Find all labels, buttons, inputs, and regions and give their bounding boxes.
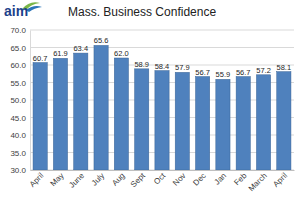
y-tick-label: 35.0 bbox=[10, 149, 26, 158]
logo-swoosh bbox=[26, 6, 42, 12]
bar bbox=[114, 58, 128, 170]
chart-title: Mass. Business Confidence bbox=[68, 5, 216, 19]
data-label: 60.7 bbox=[33, 54, 48, 63]
x-tick: Feb bbox=[232, 171, 249, 188]
y-tick: 55.0 bbox=[10, 79, 30, 88]
grid bbox=[30, 30, 294, 170]
x-tick-label: Jan bbox=[213, 171, 228, 186]
x-tick-label: Oct bbox=[152, 171, 168, 187]
data-label: 56.7 bbox=[236, 68, 251, 77]
logo-text: aim bbox=[4, 3, 28, 19]
x-tick-label: Aug bbox=[110, 171, 126, 187]
y-tick-label: 40.0 bbox=[10, 131, 26, 140]
bar bbox=[155, 71, 169, 170]
x-tick: June bbox=[67, 171, 86, 190]
data-label: 55.9 bbox=[216, 70, 231, 79]
bars bbox=[33, 45, 291, 170]
y-tick-label: 45.0 bbox=[10, 114, 26, 123]
x-tick-label: April bbox=[28, 171, 46, 189]
data-label: 65.6 bbox=[94, 36, 109, 45]
data-label: 57.2 bbox=[256, 66, 271, 75]
y-tick: 40.0 bbox=[10, 131, 30, 140]
y-tick: 50.0 bbox=[10, 96, 30, 105]
data-label: 58.1 bbox=[277, 63, 292, 72]
y-tick: 60.0 bbox=[10, 61, 30, 70]
data-label: 56.7 bbox=[195, 68, 210, 77]
x-tick: Jan bbox=[213, 171, 228, 186]
x-tick-label: March bbox=[247, 171, 269, 193]
x-tick: April bbox=[271, 171, 289, 189]
y-tick: 45.0 bbox=[10, 114, 30, 123]
x-axis-line bbox=[31, 170, 295, 171]
logo: aim bbox=[4, 2, 42, 19]
bar bbox=[135, 69, 149, 170]
x-tick-label: July bbox=[90, 171, 106, 187]
bar bbox=[94, 45, 108, 170]
y-axis: 30.0 35.0 40.0 45.0 50.0 55.0 60.0 65.0 70.0 bbox=[10, 26, 30, 175]
data-label: 62.0 bbox=[114, 49, 129, 58]
bar bbox=[236, 77, 250, 170]
chart: aim Mass. Business Confidence 30.0 35.0 40.0… bbox=[0, 0, 300, 202]
y-tick: 30.0 bbox=[10, 166, 30, 175]
data-label: 58.9 bbox=[134, 60, 149, 69]
bar bbox=[256, 75, 270, 170]
y-tick-label: 55.0 bbox=[10, 79, 26, 88]
x-tick-label: April bbox=[271, 171, 289, 189]
x-tick-label: May bbox=[49, 171, 66, 188]
y-tick-label: 70.0 bbox=[10, 26, 26, 35]
y-tick-label: 50.0 bbox=[10, 96, 26, 105]
x-tick: Sept bbox=[129, 171, 148, 190]
data-label: 63.4 bbox=[73, 44, 88, 53]
x-tick: Aug bbox=[110, 171, 126, 187]
bar bbox=[196, 77, 210, 170]
y-tick-label: 30.0 bbox=[10, 166, 26, 175]
y-tick: 35.0 bbox=[10, 149, 30, 158]
data-labels: 60.7 61.9 63.4 65.6 62.0 58.9 58.4 57.9 56.7 55.9… bbox=[33, 36, 291, 79]
grid-line bbox=[30, 30, 294, 31]
grid-line bbox=[30, 47, 294, 48]
bar bbox=[53, 58, 67, 170]
y-tick-label: 60.0 bbox=[10, 61, 26, 70]
x-tick: May bbox=[49, 171, 66, 188]
data-label: 58.4 bbox=[155, 62, 170, 71]
bar bbox=[175, 72, 189, 170]
x-tick-label: Dec bbox=[191, 171, 207, 187]
x-tick: Dec bbox=[191, 171, 207, 187]
x-tick-label: Sept bbox=[129, 171, 148, 190]
x-tick-label: June bbox=[67, 171, 86, 190]
x-axis: AprilMayJuneJulyAugSeptOctNovDecJanFebMa… bbox=[28, 171, 295, 194]
x-tick: Nov bbox=[171, 171, 187, 187]
x-tick-label: Nov bbox=[171, 171, 187, 187]
x-tick-label: Feb bbox=[232, 171, 249, 188]
x-tick: March bbox=[247, 171, 269, 193]
bar bbox=[33, 63, 47, 170]
y-tick: 70.0 bbox=[10, 26, 30, 35]
y-tick-label: 65.0 bbox=[10, 44, 26, 53]
x-tick: April bbox=[28, 171, 46, 189]
bar bbox=[216, 79, 230, 170]
plot: 30.0 35.0 40.0 45.0 50.0 55.0 60.0 65.0 70.0 Apri… bbox=[10, 26, 294, 193]
x-tick: Oct bbox=[152, 171, 168, 187]
y-tick: 65.0 bbox=[10, 44, 30, 53]
x-tick: July bbox=[90, 171, 106, 187]
data-label: 61.9 bbox=[53, 49, 68, 58]
data-label: 57.9 bbox=[175, 63, 190, 72]
bar bbox=[74, 53, 88, 170]
y-axis-line bbox=[30, 31, 31, 171]
bar bbox=[277, 72, 291, 170]
